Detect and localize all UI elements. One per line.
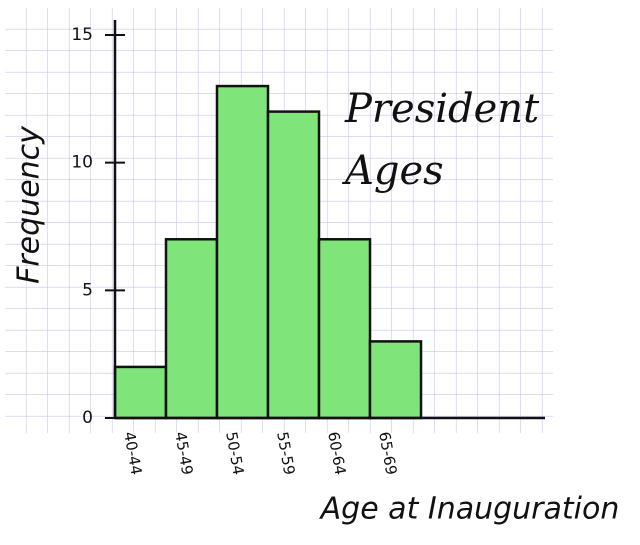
- bar: [217, 86, 268, 418]
- y-tick-label: 15: [71, 25, 93, 45]
- bar: [370, 341, 421, 418]
- x-tick-label: 40-44: [120, 430, 145, 476]
- chart-title: President Ages: [345, 78, 555, 202]
- x-axis-label: Age at Inauguration: [319, 492, 620, 527]
- bar: [166, 239, 217, 418]
- y-axis-label: Frequency: [12, 125, 47, 284]
- x-tick-label: 65-69: [375, 430, 400, 476]
- y-tick-label: 0: [82, 408, 93, 428]
- x-tick-label: 50-54: [222, 430, 247, 476]
- x-tick-label: 45-49: [171, 430, 196, 476]
- page: Frequency Age at Inauguration 0 5 10 15 40-4…: [0, 0, 640, 545]
- x-tick-label: 55-59: [273, 430, 298, 476]
- y-tick-label: 10: [71, 153, 93, 173]
- bar: [115, 367, 166, 418]
- bar: [319, 239, 370, 418]
- bar: [268, 112, 319, 418]
- y-tick-label: 5: [82, 280, 93, 300]
- x-tick-label: 60-64: [324, 430, 349, 476]
